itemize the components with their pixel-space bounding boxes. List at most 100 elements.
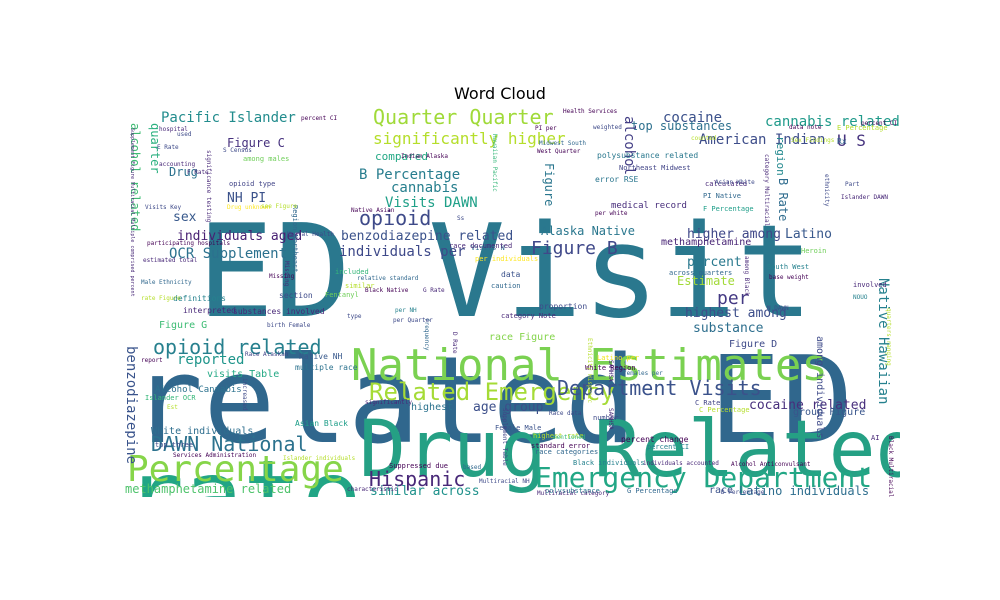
word-alcohol-related: alcohol related — [128, 123, 142, 231]
word-drug-related: Drug Related — [359, 405, 900, 495]
word-hospital: hospital — [159, 126, 188, 133]
word-cocaine-related: cocaine related — [749, 398, 866, 413]
word-significance-testing: significance testing — [205, 150, 212, 223]
word-pacific-islander: Pacific Islander — [161, 110, 296, 126]
word-f-percentage: F Percentage — [703, 205, 754, 213]
word-black-multiracial: Black Multiracial — [887, 436, 894, 497]
word-similar: similar — [345, 282, 375, 290]
word-native-asian: Native Asian — [351, 207, 395, 214]
word-data: data — [501, 270, 520, 279]
word-health-services: Health Services — [563, 108, 618, 115]
word-related-ed: related ED — [131, 332, 853, 471]
word-category-note: category Note — [501, 312, 556, 320]
word-per-white: per white — [595, 210, 628, 217]
word-cannabis: cannabis — [391, 180, 458, 196]
word-latino: Latino — [785, 227, 832, 242]
word-alcohol: alcohol — [621, 116, 637, 175]
word-category-multiracial: category Multiracial — [763, 154, 770, 227]
word-midwest-south: Midwest South — [539, 140, 586, 147]
word-national-estimates: National Estimates — [351, 340, 828, 391]
word-race: race — [709, 485, 733, 496]
word-multiracial-category: Multiracial category — [537, 490, 610, 497]
word-multiracial-nh: Multiracial NH — [479, 478, 530, 485]
word-birth-female: birth Female — [267, 322, 311, 329]
word-involved: involved — [853, 281, 887, 289]
word-based: based — [463, 464, 481, 471]
word-mentioned: mentioned — [553, 434, 586, 441]
word-sex: sex — [173, 210, 197, 225]
word-heroin: Heroin — [801, 247, 826, 255]
word-figure-g: Figure G — [159, 320, 207, 331]
word-race-alaskan: Race Alaskan — [245, 351, 289, 358]
word-error-rse: error RSE — [595, 175, 639, 184]
word-used: used — [177, 131, 192, 138]
word-white-region: White Region — [585, 364, 636, 372]
word-south-west: South West — [767, 263, 809, 271]
word-west-quarter: West Quarter — [537, 148, 581, 155]
word-per-individuals: per individuals — [475, 255, 538, 263]
word-substance: substance — [693, 321, 764, 336]
word-polysubstance: polysubstance — [545, 487, 600, 495]
word-base-weight: base weight — [769, 274, 809, 281]
word-race-documented: race documented — [449, 242, 512, 250]
word-g-percentage: G Percentage — [627, 487, 678, 495]
word-fentanyl: Fentanyl — [325, 291, 359, 299]
word-data-note: data note — [789, 124, 822, 131]
word-ethnicity: ethnicity — [823, 174, 830, 207]
word-polysubstance-related: polysubstance related — [597, 151, 698, 160]
word-black-native: Black Native — [365, 287, 409, 294]
word-suppressed-due: Suppressed due — [389, 462, 448, 470]
word-missing: Missing — [283, 261, 290, 287]
word-drug: Drug — [169, 165, 198, 179]
word-accounting: accounting — [159, 161, 196, 168]
word-white-individuals: White individuals — [151, 426, 253, 437]
word-islander-individuals: Islander individuals — [283, 455, 356, 462]
word-est: Est — [167, 404, 178, 411]
word-american-indian: American Indian — [699, 132, 825, 148]
word-among-males: among males — [243, 155, 289, 163]
chart-title: Word Cloud — [454, 84, 546, 103]
word-opioid: opioid — [359, 206, 431, 230]
word-opioid-related: opioid related — [153, 335, 322, 359]
word-b-percentage: B Percentage — [359, 167, 460, 183]
word-highest-rate: highest rate — [533, 432, 584, 440]
word-females-per: females per — [623, 370, 663, 377]
word-drug-unknown: Drug unknown — [227, 204, 271, 211]
word-characteristic: characteristic — [347, 486, 398, 493]
word-higher-among: higher among — [687, 227, 781, 242]
word-similar-across: similar across — [370, 484, 480, 497]
word-methamphetamine: methamphetamine — [661, 237, 751, 248]
word-figure-c: Figure C — [227, 136, 285, 150]
word-alcohol-anticonvulsant: Alcohol Anticonvulsant — [731, 461, 811, 468]
word-ocr-supplement: OCR Supplement — [169, 246, 287, 262]
word-relative-standard: relative standard — [357, 275, 419, 282]
word-individuals-per: individuals per — [339, 244, 465, 260]
word-percent: percent — [687, 255, 742, 270]
word-native-hawaiian: Native Hawaiian — [875, 278, 891, 404]
word-rx: Rx — [837, 137, 847, 146]
word-quarters-ranging: quarters ranging — [885, 308, 892, 366]
word-among-black: among Black — [743, 256, 750, 296]
word-figure-d: Figure D — [729, 339, 777, 350]
word-d-percentage: D Percentage — [721, 489, 765, 496]
word-per: per — [717, 288, 750, 309]
word-missing: Missing — [269, 273, 295, 280]
word-significantly-higher: significantly higher — [373, 129, 566, 148]
word-increased: increased — [241, 378, 248, 411]
word-reported: reported — [177, 352, 244, 368]
word-see-figure: see Figure — [261, 203, 298, 210]
word-estimated-total: estimated total — [143, 257, 198, 264]
word-quarter: quarter — [148, 123, 162, 174]
word-report: report — [141, 357, 163, 364]
word-participating-hospitals: participating hospitals — [147, 240, 230, 247]
word-interpreted: interpreted — [183, 306, 236, 315]
word-substances-involved: substances involved — [233, 307, 325, 316]
word-samhsa: SAMHSA — [607, 360, 614, 382]
word-d-rate: D Rate — [451, 332, 458, 354]
word-definitions: definitions — [173, 294, 226, 303]
word-cloud: ED Visit related ED rate Drug Related Nation… — [125, 108, 900, 497]
word-frequency: frequency — [423, 318, 430, 351]
word-number: number — [593, 414, 618, 422]
word-weighted: weighted — [593, 124, 622, 131]
word-native-nh: Native NH — [299, 352, 343, 361]
